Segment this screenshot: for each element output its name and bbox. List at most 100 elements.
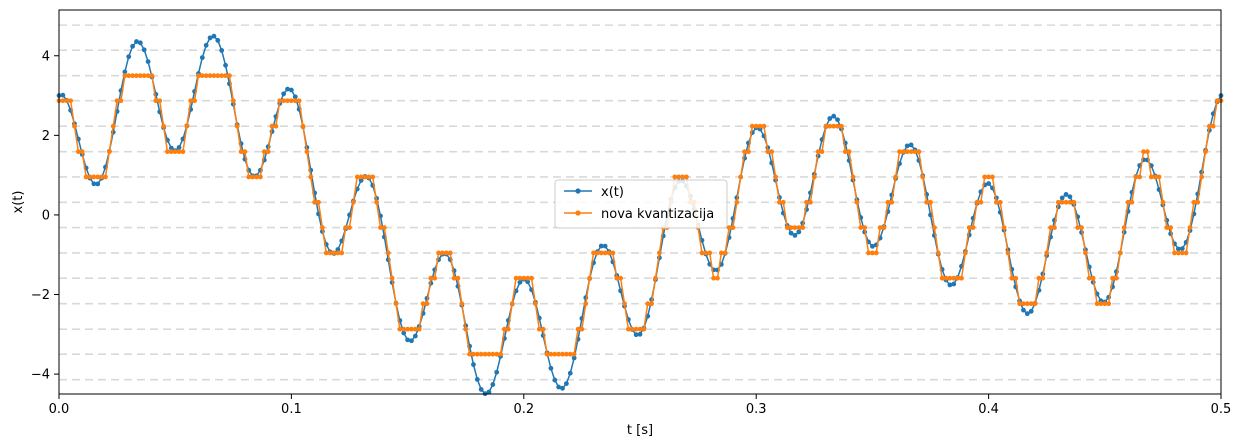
point-nova-kvantizacija	[219, 73, 225, 79]
point-nova-kvantizacija	[548, 351, 554, 357]
point-nova-kvantizacija	[1024, 301, 1030, 307]
point-nova-kvantizacija	[1114, 275, 1119, 281]
legend-label-xt: x(t)	[601, 185, 624, 200]
point-nova-kvantizacija	[122, 73, 128, 79]
series-nova-kvantizacija	[56, 73, 1224, 357]
point-nova-kvantizacija	[645, 301, 651, 307]
point-nova-kvantizacija	[567, 351, 573, 357]
point-nova-kvantizacija	[327, 250, 333, 256]
point-xt	[835, 117, 840, 123]
point-nova-kvantizacija	[269, 123, 275, 129]
point-nova-kvantizacija	[203, 73, 209, 79]
point-nova-kvantizacija	[64, 98, 70, 104]
point-xt	[176, 145, 182, 150]
point-xt	[827, 116, 833, 121]
point-nova-kvantizacija	[490, 351, 496, 357]
point-nova-kvantizacija	[839, 123, 844, 129]
point-nova-kvantizacija	[699, 250, 705, 256]
point-nova-kvantizacija	[1094, 301, 1100, 307]
y-axis: −4 −2 0 2 4	[31, 49, 59, 383]
x-axis: 0.0 0.1 0.2 0.3 0.4 0.5	[49, 394, 1231, 417]
point-nova-kvantizacija	[168, 149, 174, 155]
point-nova-kvantizacija	[234, 123, 240, 129]
point-nova-kvantizacija	[517, 275, 523, 281]
point-nova-kvantizacija	[273, 123, 279, 129]
point-nova-kvantizacija	[277, 98, 283, 104]
point-nova-kvantizacija	[587, 275, 593, 281]
point-nova-kvantizacija	[610, 250, 616, 256]
point-nova-kvantizacija	[722, 250, 728, 256]
point-nova-kvantizacija	[176, 149, 182, 155]
point-xt	[598, 243, 604, 249]
point-nova-kvantizacija	[478, 351, 484, 357]
point-nova-kvantizacija	[815, 149, 821, 155]
point-nova-kvantizacija	[265, 149, 271, 155]
point-xt	[91, 181, 97, 187]
point-nova-kvantizacija	[323, 250, 329, 256]
point-nova-kvantizacija	[622, 301, 627, 307]
point-nova-kvantizacija	[378, 225, 383, 230]
x-tick-label-4: 0.4	[978, 402, 999, 417]
point-nova-kvantizacija	[505, 326, 511, 332]
point-nova-kvantizacija	[990, 174, 995, 180]
point-nova-kvantizacija	[300, 123, 306, 129]
point-nova-kvantizacija	[1083, 250, 1088, 256]
point-xt	[130, 43, 135, 49]
point-nova-kvantizacija	[149, 73, 155, 79]
point-nova-kvantizacija	[707, 250, 713, 256]
point-nova-kvantizacija	[289, 98, 294, 104]
point-xt	[405, 337, 410, 343]
point-nova-kvantizacija	[1036, 275, 1042, 281]
point-nova-kvantizacija	[1117, 250, 1123, 256]
point-nova-kvantizacija	[734, 199, 740, 205]
point-nova-kvantizacija	[95, 174, 101, 180]
point-nova-kvantizacija	[525, 275, 531, 281]
point-nova-kvantizacija	[653, 275, 658, 281]
point-nova-kvantizacija	[792, 225, 798, 230]
point-nova-kvantizacija	[416, 326, 422, 332]
point-nova-kvantizacija	[846, 149, 852, 155]
point-nova-kvantizacija	[993, 199, 999, 205]
y-tick-label-3: 2	[42, 129, 50, 144]
point-nova-kvantizacija	[715, 275, 720, 281]
point-nova-kvantizacija	[594, 250, 600, 256]
point-nova-kvantizacija	[862, 225, 868, 230]
point-nova-kvantizacija	[261, 149, 267, 155]
x-tick-label-1: 0.1	[281, 402, 302, 417]
point-nova-kvantizacija	[571, 351, 577, 357]
point-nova-kvantizacija	[467, 351, 472, 357]
legend-marker-xt	[575, 188, 581, 194]
point-nova-kvantizacija	[1005, 250, 1011, 256]
point-nova-kvantizacija	[1203, 149, 1208, 155]
point-nova-kvantizacija	[397, 326, 403, 332]
point-nova-kvantizacija	[1164, 225, 1170, 230]
point-xt	[211, 33, 217, 39]
point-nova-kvantizacija	[649, 301, 655, 307]
point-nova-kvantizacija	[1121, 225, 1127, 230]
point-nova-kvantizacija	[347, 225, 352, 230]
point-nova-kvantizacija	[60, 98, 66, 104]
point-nova-kvantizacija	[1059, 199, 1065, 205]
point-xt	[947, 282, 953, 288]
point-xt	[168, 145, 174, 151]
point-nova-kvantizacija	[1133, 174, 1139, 180]
point-nova-kvantizacija	[258, 174, 263, 180]
point-nova-kvantizacija	[900, 149, 906, 155]
point-xt	[223, 62, 228, 68]
point-xt	[1067, 194, 1073, 200]
point-nova-kvantizacija	[486, 351, 492, 357]
point-nova-kvantizacija	[552, 351, 558, 357]
point-nova-kvantizacija	[757, 123, 763, 129]
point-nova-kvantizacija	[962, 250, 968, 256]
point-nova-kvantizacija	[343, 225, 349, 230]
point-nova-kvantizacija	[513, 275, 519, 281]
point-nova-kvantizacija	[1017, 301, 1022, 307]
x-tick-label-0: 0.0	[49, 402, 70, 417]
point-xt	[831, 113, 837, 119]
point-nova-kvantizacija	[184, 123, 190, 129]
point-nova-kvantizacija	[389, 275, 395, 281]
point-nova-kvantizacija	[1214, 98, 1220, 104]
point-nova-kvantizacija	[1187, 225, 1193, 230]
legend-box	[554, 179, 728, 229]
point-nova-kvantizacija	[904, 149, 910, 155]
